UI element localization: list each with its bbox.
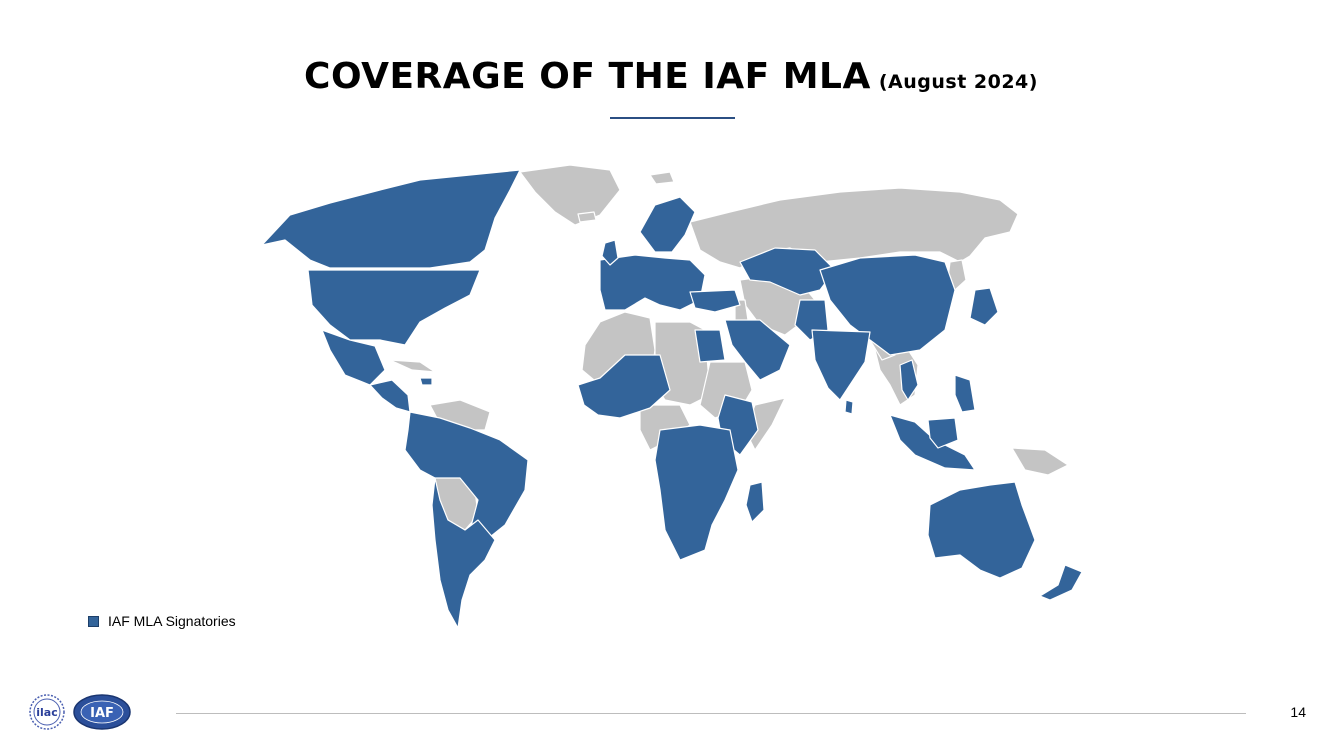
title-main: COVERAGE OF THE IAF MLA: [304, 56, 871, 97]
region-europe-west: [599, 254, 706, 311]
region-canada-alaska: [261, 169, 521, 269]
iaf-logo-text: IAF: [90, 706, 114, 721]
ilac-logo: ilac: [29, 694, 65, 730]
region-papua: [1011, 447, 1069, 476]
slide-title: COVERAGE OF THE IAF MLA (August 2024): [0, 56, 1342, 97]
region-borneo: [927, 417, 959, 449]
region-malaysia-indonesia: [889, 414, 976, 471]
region-india: [811, 329, 871, 401]
region-china-mongolia: [819, 254, 956, 356]
region-vietnam: [899, 359, 919, 401]
iaf-logo: IAF: [73, 694, 131, 730]
region-uk-ireland: [601, 239, 619, 266]
region-scandinavia: [639, 196, 696, 253]
region-central-america: [369, 379, 411, 413]
region-madagascar: [745, 481, 765, 523]
footer-divider: [176, 713, 1246, 714]
region-greenland: [519, 164, 621, 226]
map-legend: IAF MLA Signatories: [88, 613, 236, 629]
region-caribbean-east: [419, 377, 433, 386]
region-japan: [969, 287, 999, 326]
region-turkey: [689, 289, 741, 313]
region-usa: [307, 269, 481, 346]
title-date: (August 2024): [878, 71, 1038, 93]
region-arabia: [724, 319, 791, 381]
signatory-regions: [261, 169, 1083, 629]
legend-swatch: [88, 615, 99, 627]
region-mexico: [321, 329, 386, 386]
ilac-logo-text: ilac: [36, 706, 57, 719]
region-west-africa: [577, 354, 671, 419]
region-philippines: [954, 374, 976, 413]
region-south-america-south: [431, 477, 496, 629]
region-russia: [689, 187, 1019, 269]
region-iceland: [577, 211, 597, 223]
region-new-zealand: [1039, 564, 1083, 601]
region-svalbard: [649, 171, 675, 185]
title-underline: [610, 117, 735, 119]
page-number: 14: [1290, 704, 1306, 720]
region-egypt: [694, 329, 726, 363]
region-central-south-africa: [654, 424, 739, 561]
region-cuba: [389, 359, 436, 373]
footer-logos: ilac IAF: [29, 694, 131, 730]
region-sri-lanka: [844, 399, 854, 415]
region-australia: [927, 481, 1036, 579]
legend-label: IAF MLA Signatories: [108, 613, 236, 629]
region-kazakhstan-central-asia: [739, 247, 836, 296]
